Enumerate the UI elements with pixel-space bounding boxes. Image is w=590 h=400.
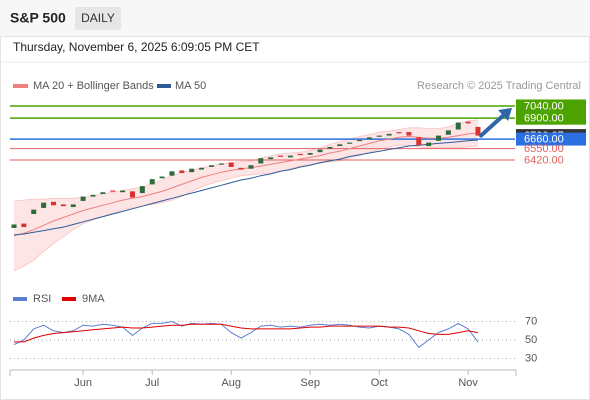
x-tick-label: Jun (74, 377, 92, 389)
candle (396, 132, 402, 134)
legend-label: MA 20 + Bollinger Bands (33, 80, 154, 92)
price-level-label: 7040.00 (524, 100, 564, 112)
y-tick-label: 50 (525, 334, 537, 346)
interval: DAILY (81, 11, 115, 25)
ma50-line (13, 139, 479, 236)
candle (327, 146, 333, 149)
candle (129, 191, 135, 198)
candle (11, 224, 17, 228)
candle (189, 168, 195, 173)
candle (317, 149, 323, 153)
symbol: S&P 500 (10, 10, 66, 26)
candle (169, 171, 175, 176)
legend-swatch (157, 84, 171, 88)
candle (21, 223, 27, 228)
x-tick-label: Nov (458, 377, 478, 389)
candle (436, 135, 442, 141)
candle (90, 194, 96, 197)
price-level-label: 6900.00 (524, 113, 564, 125)
candle (80, 196, 86, 201)
candle (287, 155, 293, 158)
legend-swatch (62, 297, 76, 301)
candle (238, 167, 244, 170)
price-level-label: 6550.00 (524, 143, 564, 155)
bollinger-lower (13, 144, 479, 271)
candle (248, 165, 254, 169)
legend-swatch (13, 84, 28, 88)
price-level-box (516, 111, 586, 125)
candle (110, 190, 116, 192)
candle (366, 137, 372, 140)
x-tick-label: Jul (145, 377, 159, 389)
legend-label: MA 50 (175, 80, 206, 92)
x-tick-label: Sep (300, 377, 320, 389)
price-level-label: 6420.00 (524, 154, 564, 166)
candle (208, 165, 214, 167)
candle (218, 163, 224, 165)
price-level-box (516, 132, 586, 146)
y-tick-label: 70 (525, 315, 537, 327)
price-level-box (516, 99, 586, 113)
candle (228, 162, 234, 167)
candle (337, 144, 343, 147)
legend-swatch (13, 297, 27, 301)
forecast-arrow (479, 110, 508, 138)
candle (445, 130, 451, 135)
candle (406, 132, 412, 136)
candle (60, 204, 66, 207)
candle (307, 153, 313, 155)
rsi-line (13, 320, 479, 349)
x-tick-label: Aug (221, 377, 241, 389)
candle (199, 167, 205, 170)
candle (139, 186, 145, 194)
candle (159, 176, 165, 179)
credit: Research © 2025 Trading Central (417, 80, 581, 92)
candle (100, 192, 106, 194)
candle (386, 133, 392, 136)
forecast-arrowhead (498, 107, 512, 121)
candle (149, 179, 155, 185)
legend-label: RSI (33, 293, 51, 305)
rsi-ma-line (14, 323, 479, 343)
candle (268, 157, 274, 160)
candle (120, 190, 126, 193)
bollinger-fill (14, 119, 478, 271)
legend-label: 9MA (82, 293, 105, 305)
candle (50, 201, 56, 206)
candle (416, 137, 422, 146)
candle (347, 142, 353, 144)
candle (465, 121, 471, 124)
ma20-line (13, 132, 479, 237)
y-tick-label: 30 (525, 352, 537, 364)
candle (31, 209, 37, 215)
candle (41, 202, 47, 208)
x-tick-label: Oct (371, 377, 388, 389)
price-level-label: 6660.00 (524, 133, 564, 145)
candle (179, 170, 185, 174)
candle (376, 135, 382, 137)
candle (455, 122, 461, 130)
candle (297, 153, 303, 156)
candle (357, 139, 363, 142)
interval-box (75, 7, 121, 30)
candle (278, 155, 284, 157)
timestamp: Thursday, November 6, 2025 6:09:05 PM CE… (13, 40, 260, 54)
candle (70, 204, 76, 208)
candle (475, 126, 481, 136)
candle (426, 142, 432, 147)
candle (258, 158, 264, 164)
